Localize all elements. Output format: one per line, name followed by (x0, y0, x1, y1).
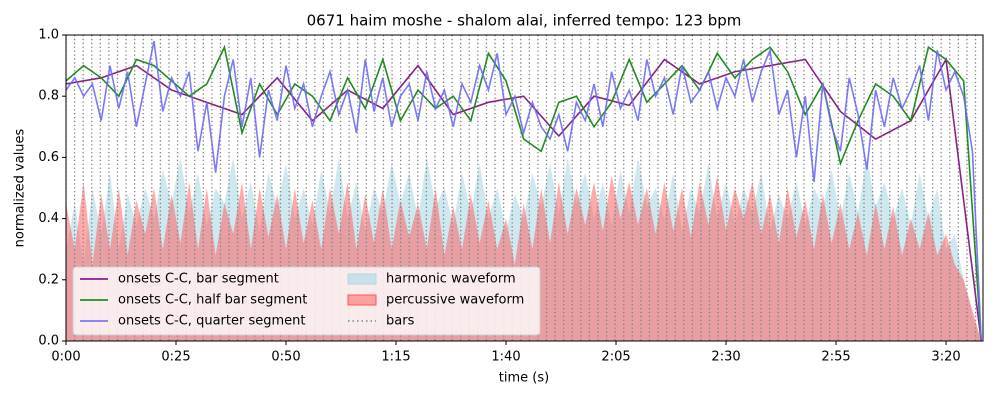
y-tick-label: 0.0 (38, 334, 59, 349)
x-tick-label: 2:55 (821, 350, 850, 365)
x-tick-label: 0:00 (51, 350, 80, 365)
y-tick-label: 0.2 (38, 272, 59, 287)
x-tick-label: 1:15 (381, 350, 410, 365)
legend-label: percussive waveform (386, 293, 524, 308)
onset-line (66, 40, 983, 341)
y-tick-label: 1.0 (38, 28, 59, 43)
legend-label: onsets C-C, bar segment (118, 272, 279, 287)
legend-label: bars (386, 314, 415, 329)
legend-label: onsets C-C, half bar segment (118, 293, 307, 308)
x-tick-label: 3:20 (931, 350, 960, 365)
legend-label: onsets C-C, quarter segment (118, 314, 305, 329)
x-tick-label: 2:05 (601, 350, 630, 365)
y-tick-label: 0.4 (38, 211, 59, 226)
axes-frame (65, 34, 984, 342)
y-axis-label: normalized values (13, 128, 28, 247)
legend: onsets C-C, bar segment onsets C-C, half … (72, 266, 541, 336)
y-tick-label: 0.8 (38, 89, 59, 104)
x-tick-label: 0:25 (161, 350, 190, 365)
legend-swatch (347, 273, 377, 285)
x-tick-label: 2:30 (711, 350, 740, 365)
y-tick-label: 0.6 (38, 150, 59, 165)
chart-title: 0671 haim moshe - shalom alai, inferred … (307, 12, 742, 30)
x-tick-label: 1:40 (491, 350, 520, 365)
x-tick-label: 0:50 (271, 350, 300, 365)
legend-box (72, 266, 541, 336)
onset-line (66, 57, 983, 341)
legend-label: harmonic waveform (386, 272, 516, 287)
legend-swatch (347, 294, 377, 306)
x-axis-label: time (s) (499, 371, 549, 386)
